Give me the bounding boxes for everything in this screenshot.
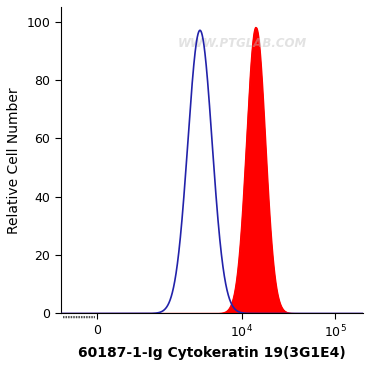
Text: WWW.PTGLAB.COM: WWW.PTGLAB.COM bbox=[178, 37, 307, 50]
Y-axis label: Relative Cell Number: Relative Cell Number bbox=[7, 87, 21, 233]
X-axis label: 60187-1-Ig Cytokeratin 19(3G1E4): 60187-1-Ig Cytokeratin 19(3G1E4) bbox=[78, 346, 346, 360]
